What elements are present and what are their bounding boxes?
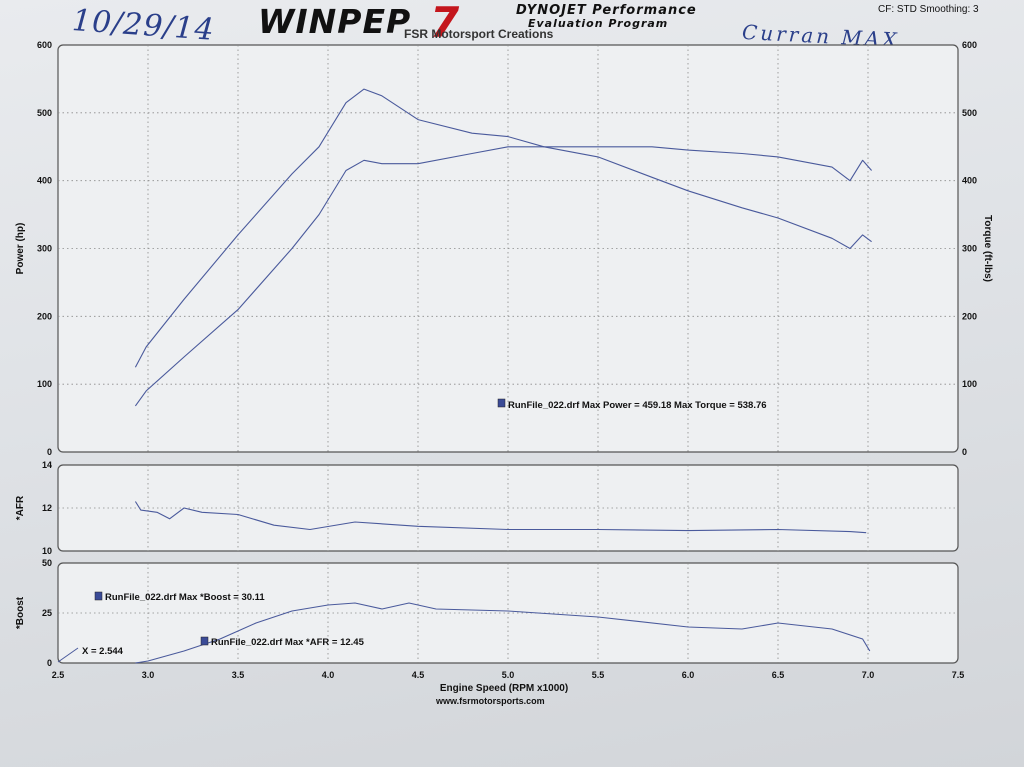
series-line-boost	[135, 602, 871, 664]
cursor-pointer-line	[57, 647, 79, 663]
x-tick-label: 3.0	[142, 670, 155, 680]
logo-number: 7	[430, 0, 460, 47]
annotation-max-boost: RunFile_022.drf Max *Boost = 30.11	[105, 592, 265, 603]
y2-tick-label: 600	[962, 40, 977, 50]
y-tick-label: 300	[37, 244, 52, 254]
annotation-cursor-x: X = 2.544	[82, 646, 124, 657]
x-tick-label: 7.0	[862, 670, 875, 680]
y-tick-label: 25	[42, 608, 52, 618]
y-axis-title: Power (hp)	[15, 223, 26, 275]
y-tick-label: 10	[42, 546, 52, 556]
footer-url: www.fsrmotorsports.com	[436, 696, 545, 706]
y2-axis-title: Torque (ft-lbs)	[982, 215, 993, 282]
y-tick-label: 0	[47, 658, 52, 668]
logo-wordmark: WINPEP	[258, 2, 412, 41]
x-tick-label: 5.0	[502, 670, 515, 680]
y2-tick-label: 100	[962, 379, 977, 389]
annotation-marker	[497, 398, 506, 408]
series-line-power	[134, 146, 873, 407]
shop-name: FSR Motorsport Creations	[404, 27, 554, 41]
y2-tick-label: 300	[962, 244, 977, 254]
annotation-marker	[200, 636, 209, 646]
y-axis-title: *AFR	[15, 495, 26, 520]
x-tick-label: 6.5	[772, 670, 785, 680]
winpep-logo: WINPEP 7	[248, 0, 502, 47]
logo-tagline-2: Evaluation Program	[528, 17, 669, 30]
y-axis-title: *Boost	[15, 596, 26, 629]
annotation-max-power-torque: RunFile_022.drf Max Power = 459.18 Max T…	[508, 400, 767, 411]
y2-tick-label: 200	[962, 311, 977, 321]
series-line-torque	[134, 88, 872, 368]
y2-tick-label: 0	[962, 447, 967, 457]
x-tick-label: 4.0	[322, 670, 335, 680]
x-axis-title: Engine Speed (RPM x1000)	[440, 683, 568, 694]
annotation-max-afr: RunFile_022.drf Max *AFR = 12.45	[211, 637, 365, 648]
x-tick-label: 3.5	[232, 670, 245, 680]
y2-tick-label: 500	[962, 108, 977, 118]
settings-readout: CF: STD Smoothing: 3	[878, 4, 979, 15]
x-tick-label: 2.5	[52, 670, 65, 680]
x-tick-label: 7.5	[952, 670, 965, 680]
x-tick-label: 5.5	[592, 670, 605, 680]
x-tick-label: 6.0	[682, 670, 695, 680]
y-tick-label: 12	[42, 503, 52, 513]
y-tick-label: 100	[37, 379, 52, 389]
series-line-afr	[134, 501, 867, 534]
y-tick-label: 600	[37, 40, 52, 50]
y-tick-label: 50	[42, 558, 52, 568]
y-tick-label: 0	[47, 447, 52, 457]
y2-tick-label: 400	[962, 176, 977, 186]
y-tick-label: 14	[42, 460, 52, 470]
y-tick-label: 400	[37, 176, 52, 186]
annotation-marker	[94, 591, 103, 601]
x-tick-label: 4.5	[412, 670, 425, 680]
logo-tagline-1: DYNOJET Performance	[516, 3, 697, 18]
y-tick-label: 200	[37, 311, 52, 321]
y-tick-label: 500	[37, 108, 52, 118]
